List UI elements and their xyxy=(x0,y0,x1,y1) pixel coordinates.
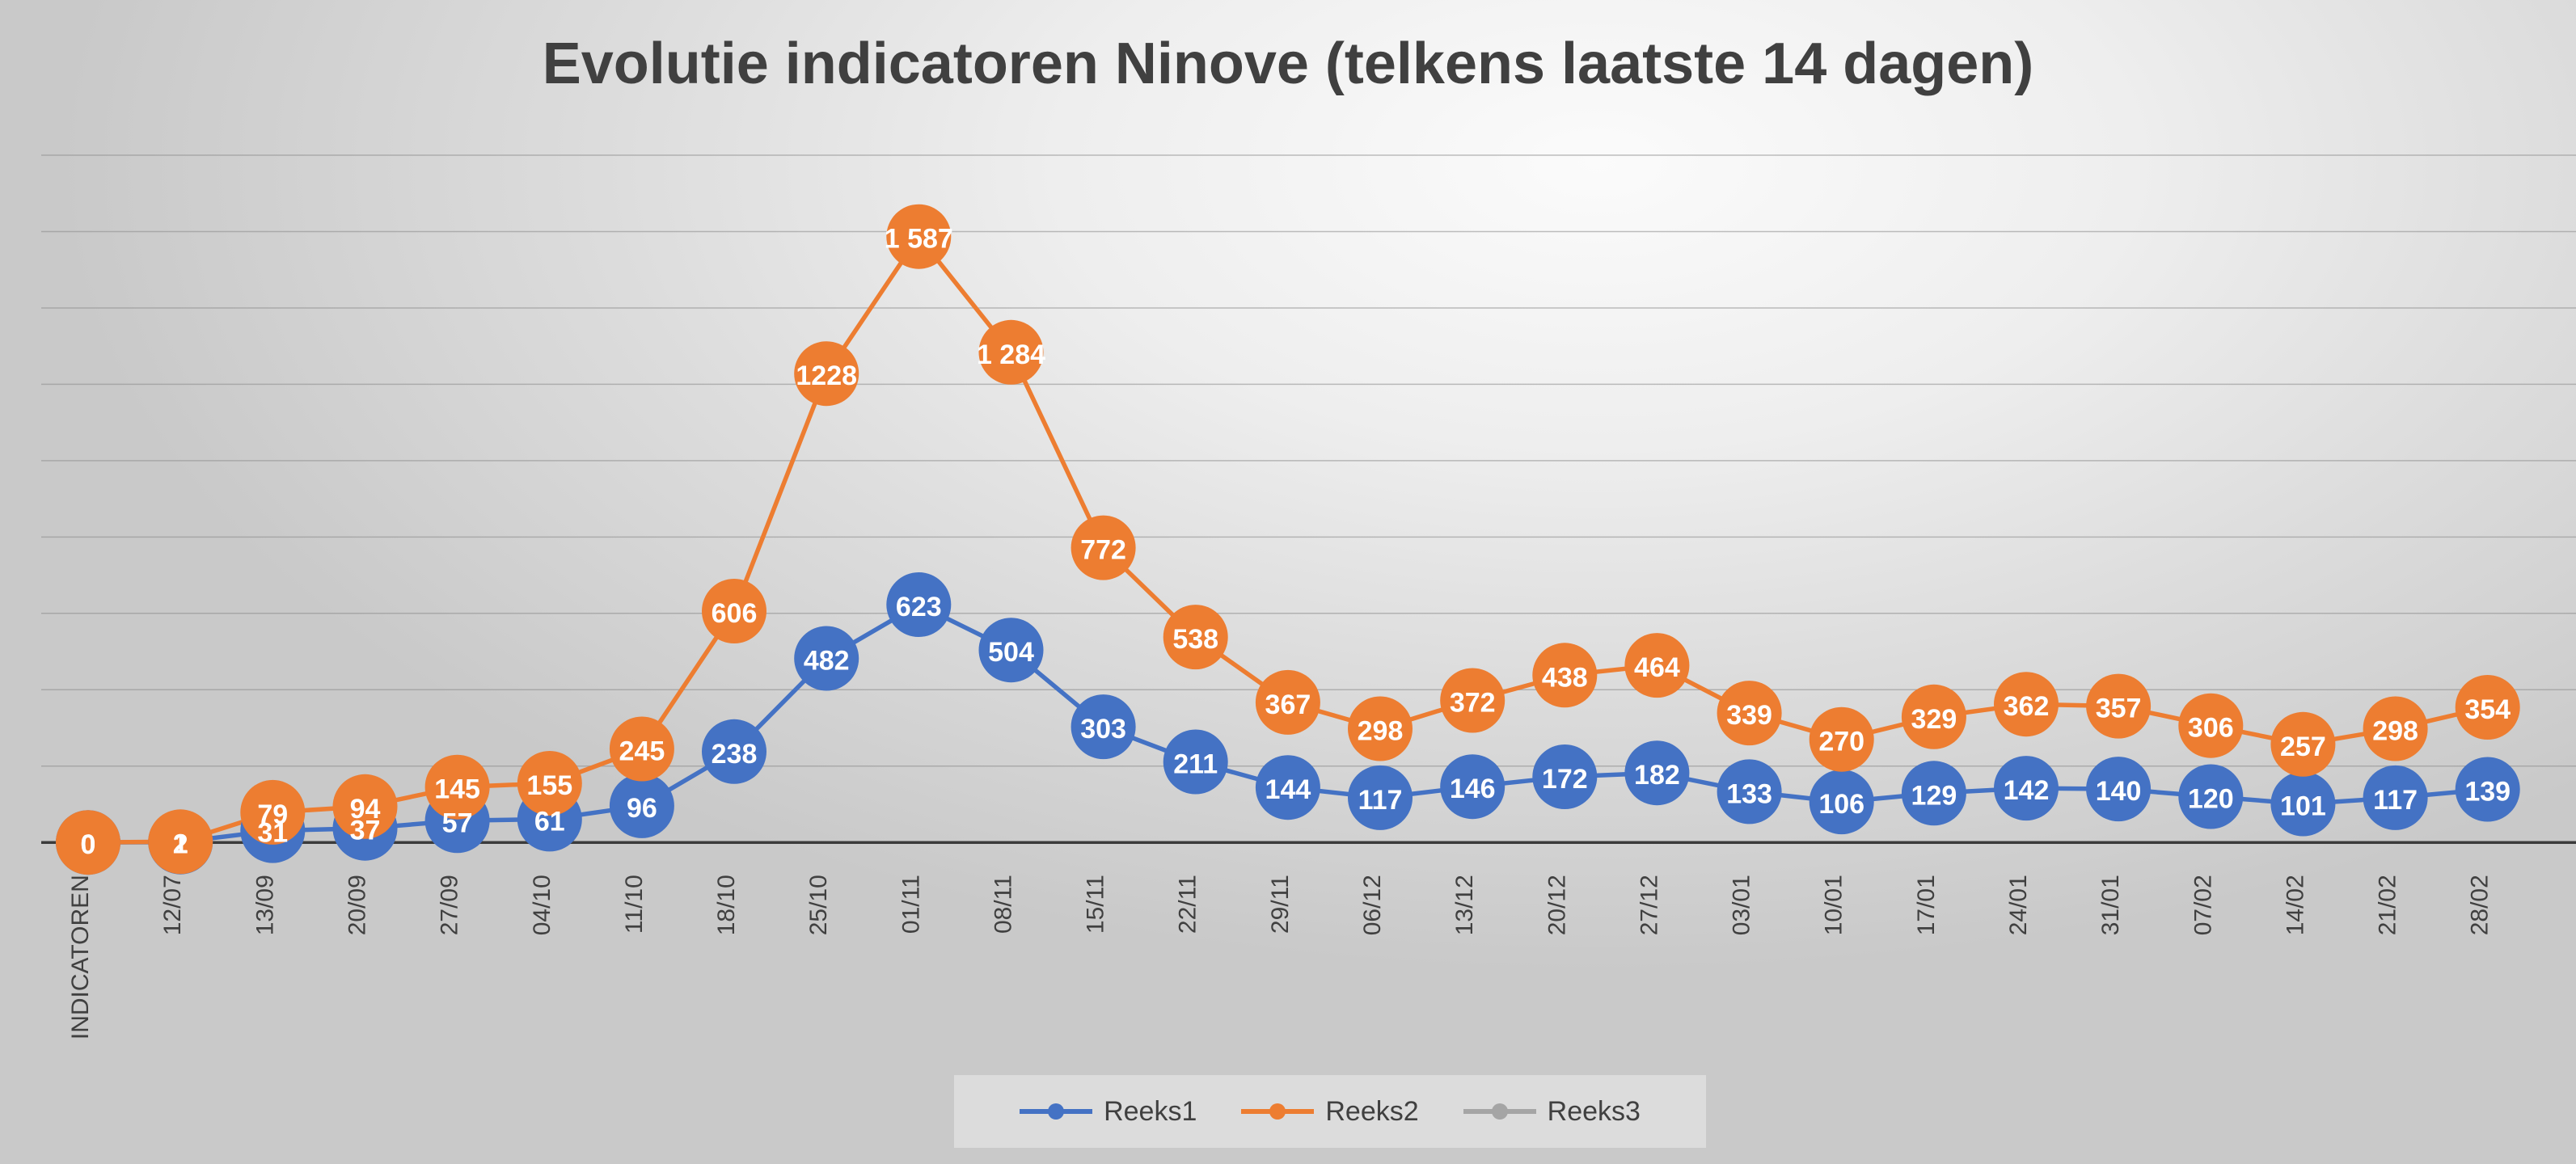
svg-text:257: 257 xyxy=(2280,732,2326,762)
svg-text:298: 298 xyxy=(2372,716,2418,747)
svg-text:298: 298 xyxy=(1358,716,1404,747)
svg-text:357: 357 xyxy=(2096,694,2142,724)
svg-text:29/11: 29/11 xyxy=(1267,875,1294,934)
svg-text:1 284: 1 284 xyxy=(977,340,1045,370)
svg-text:146: 146 xyxy=(1450,774,1496,804)
svg-text:2: 2 xyxy=(173,829,188,859)
svg-text:362: 362 xyxy=(2004,691,2050,722)
svg-text:155: 155 xyxy=(526,770,572,801)
svg-text:10/01: 10/01 xyxy=(1821,875,1848,935)
svg-text:27/12: 27/12 xyxy=(1636,875,1662,935)
svg-text:117: 117 xyxy=(2373,785,2418,816)
svg-text:61: 61 xyxy=(534,806,565,837)
svg-text:31/01: 31/01 xyxy=(2097,875,2124,935)
svg-text:1 587: 1 587 xyxy=(885,224,953,255)
svg-text:18/10: 18/10 xyxy=(713,875,740,935)
svg-text:01/11: 01/11 xyxy=(897,875,924,934)
svg-text:57: 57 xyxy=(442,808,473,838)
svg-text:329: 329 xyxy=(1911,704,1957,735)
svg-text:623: 623 xyxy=(896,592,942,622)
svg-text:14/02: 14/02 xyxy=(2282,875,2308,935)
svg-text:96: 96 xyxy=(627,793,657,824)
svg-text:145: 145 xyxy=(434,774,480,805)
svg-text:17/01: 17/01 xyxy=(1913,875,1940,935)
svg-text:339: 339 xyxy=(1726,700,1772,731)
svg-text:438: 438 xyxy=(1542,662,1588,693)
svg-text:606: 606 xyxy=(712,598,758,629)
svg-text:27/09: 27/09 xyxy=(437,875,463,935)
svg-text:13/12: 13/12 xyxy=(1451,875,1478,935)
svg-text:22/11: 22/11 xyxy=(1175,875,1201,934)
svg-text:245: 245 xyxy=(619,736,665,767)
svg-text:538: 538 xyxy=(1172,624,1218,655)
svg-text:139: 139 xyxy=(2464,777,2511,808)
svg-text:13/09: 13/09 xyxy=(251,875,278,935)
svg-text:08/11: 08/11 xyxy=(990,875,1017,934)
svg-text:25/10: 25/10 xyxy=(805,875,832,935)
svg-text:270: 270 xyxy=(1818,727,1864,757)
svg-text:106: 106 xyxy=(1818,789,1864,820)
svg-text:504: 504 xyxy=(988,637,1034,668)
svg-text:144: 144 xyxy=(1265,774,1311,805)
svg-text:238: 238 xyxy=(712,739,758,770)
svg-text:133: 133 xyxy=(1726,778,1772,809)
svg-text:03/01: 03/01 xyxy=(1729,875,1755,935)
svg-text:101: 101 xyxy=(2280,791,2326,822)
svg-text:07/02: 07/02 xyxy=(2190,875,2216,935)
svg-text:182: 182 xyxy=(1634,760,1680,791)
svg-text:372: 372 xyxy=(1450,688,1496,719)
svg-text:0: 0 xyxy=(81,829,96,860)
svg-text:20/12: 20/12 xyxy=(1543,875,1570,935)
svg-text:20/09: 20/09 xyxy=(344,875,371,935)
svg-text:12/07: 12/07 xyxy=(159,875,186,935)
svg-text:INDICATOREN: INDICATOREN xyxy=(67,875,94,1040)
svg-text:04/10: 04/10 xyxy=(529,875,555,935)
svg-text:117: 117 xyxy=(1358,785,1403,816)
svg-text:21/02: 21/02 xyxy=(2375,875,2401,935)
svg-text:306: 306 xyxy=(2188,713,2234,744)
svg-text:140: 140 xyxy=(2096,776,2142,807)
svg-text:303: 303 xyxy=(1080,714,1126,744)
svg-text:129: 129 xyxy=(1911,780,1957,811)
svg-text:06/12: 06/12 xyxy=(1359,875,1386,935)
svg-text:79: 79 xyxy=(257,799,288,830)
svg-text:24/01: 24/01 xyxy=(2005,875,2032,935)
svg-text:482: 482 xyxy=(804,646,850,677)
svg-text:15/11: 15/11 xyxy=(1083,875,1109,934)
svg-text:172: 172 xyxy=(1542,764,1588,795)
svg-text:1228: 1228 xyxy=(796,361,857,391)
svg-text:354: 354 xyxy=(2464,694,2511,725)
svg-text:28/02: 28/02 xyxy=(2467,875,2494,935)
svg-text:142: 142 xyxy=(2004,775,2050,806)
svg-text:464: 464 xyxy=(1634,652,1680,683)
svg-text:94: 94 xyxy=(350,794,381,824)
svg-text:211: 211 xyxy=(1173,749,1218,780)
svg-text:120: 120 xyxy=(2188,784,2234,815)
svg-text:772: 772 xyxy=(1080,535,1126,566)
svg-text:11/10: 11/10 xyxy=(621,875,648,934)
svg-text:367: 367 xyxy=(1265,690,1311,720)
